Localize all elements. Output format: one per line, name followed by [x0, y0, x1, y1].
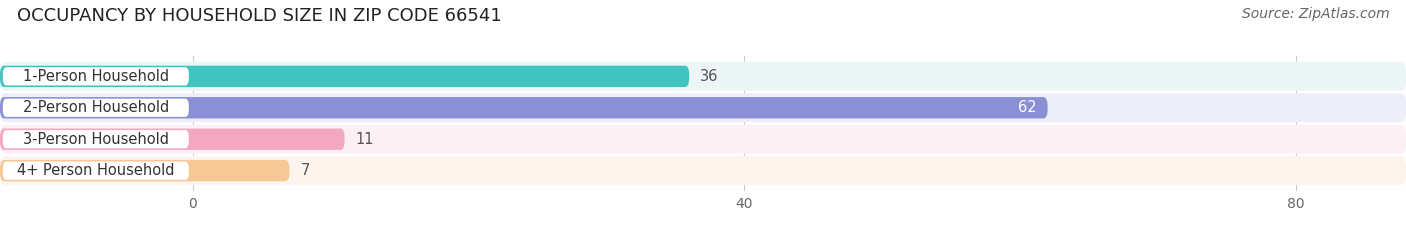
FancyBboxPatch shape [0, 66, 689, 87]
Text: 4+ Person Household: 4+ Person Household [17, 163, 174, 178]
Text: 11: 11 [356, 132, 374, 147]
Text: 62: 62 [1018, 100, 1036, 115]
FancyBboxPatch shape [0, 93, 1406, 122]
FancyBboxPatch shape [0, 160, 290, 181]
FancyBboxPatch shape [3, 130, 188, 148]
FancyBboxPatch shape [3, 99, 188, 117]
FancyBboxPatch shape [0, 62, 1406, 91]
FancyBboxPatch shape [0, 125, 1406, 154]
Text: 1-Person Household: 1-Person Household [22, 69, 169, 84]
FancyBboxPatch shape [3, 67, 188, 86]
Text: 36: 36 [700, 69, 718, 84]
Text: Source: ZipAtlas.com: Source: ZipAtlas.com [1241, 7, 1389, 21]
FancyBboxPatch shape [3, 161, 188, 180]
Text: 3-Person Household: 3-Person Household [22, 132, 169, 147]
Text: 2-Person Household: 2-Person Household [22, 100, 169, 115]
FancyBboxPatch shape [0, 129, 344, 150]
FancyBboxPatch shape [0, 156, 1406, 185]
FancyBboxPatch shape [0, 97, 1047, 118]
Text: 7: 7 [301, 163, 309, 178]
Text: OCCUPANCY BY HOUSEHOLD SIZE IN ZIP CODE 66541: OCCUPANCY BY HOUSEHOLD SIZE IN ZIP CODE … [17, 7, 502, 25]
